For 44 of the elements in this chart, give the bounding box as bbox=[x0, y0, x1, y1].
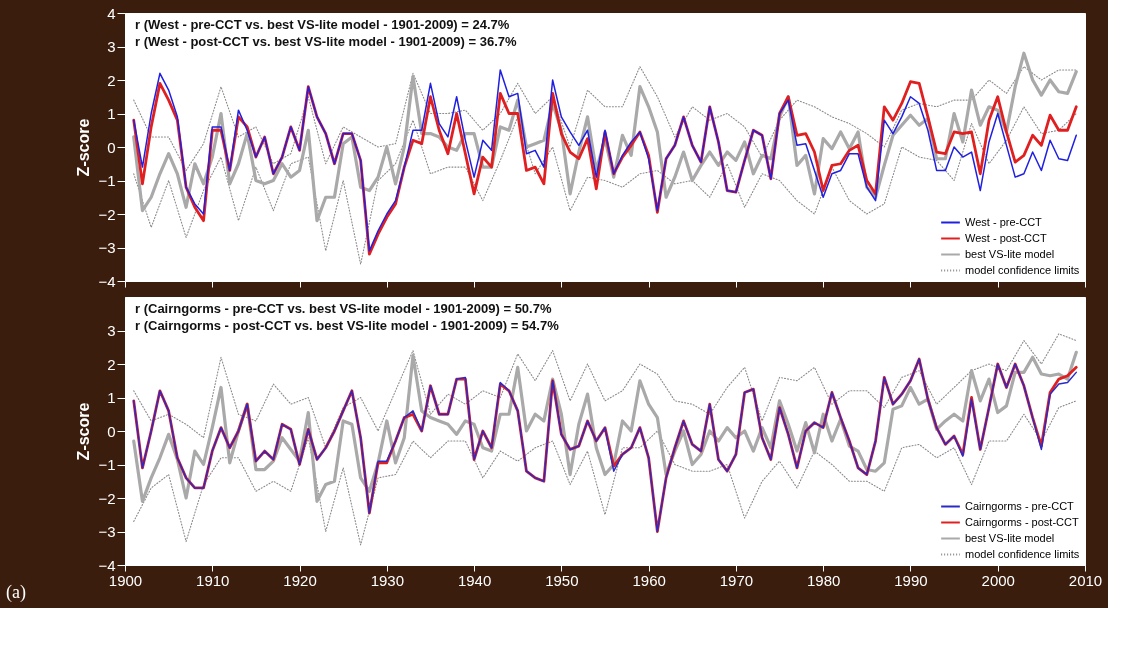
x-tick-label: 1970 bbox=[719, 571, 754, 589]
y-tick-label: 2 bbox=[107, 355, 116, 373]
annotation: r (Cairngorms - pre-CCT vs. best VS-lite model - 1901-2009) = 50.7% bbox=[135, 301, 552, 316]
legend-label: best VS-lite model bbox=[965, 247, 1055, 260]
x-tick-label: 1980 bbox=[806, 571, 841, 589]
legend-label: model confidence limits bbox=[965, 263, 1080, 276]
legend-label: Cairngorms - pre-CCT bbox=[965, 499, 1075, 512]
annotation: r (Cairngorms - post-CCT vs. best VS-lite model - 1901-2009) = 54.7% bbox=[135, 318, 560, 333]
y-tick-label: −2 bbox=[98, 489, 116, 507]
y-tick-label: 3 bbox=[107, 38, 116, 55]
x-tick-label: 1910 bbox=[196, 571, 230, 589]
x-tick-label: 1960 bbox=[632, 571, 666, 589]
legend-label: Cairngorms - post-CCT bbox=[965, 515, 1079, 528]
x-tick-label: 2000 bbox=[981, 571, 1015, 589]
x-tick-label: 1930 bbox=[370, 571, 405, 589]
x-tick-label: 1920 bbox=[283, 571, 317, 589]
y-tick-label: −2 bbox=[98, 205, 116, 223]
x-tick-label: 2010 bbox=[1068, 571, 1103, 589]
y-tick-label: 0 bbox=[107, 422, 116, 440]
y-tick-label: −3 bbox=[98, 239, 116, 256]
y-tick-label: −4 bbox=[98, 272, 116, 290]
y-tick-label: −1 bbox=[98, 456, 116, 473]
text: (a) bbox=[5, 582, 26, 603]
annotation: r (West - pre-CCT vs. best VS-lite model - 1901-2009) = 24.7% bbox=[135, 17, 510, 32]
y-axis-title: Z-score bbox=[75, 118, 93, 177]
x-tick-label: 1950 bbox=[545, 571, 579, 589]
y-tick-label: 2 bbox=[107, 71, 116, 89]
legend-label: West - pre-CCT bbox=[965, 215, 1043, 228]
y-tick-label: 1 bbox=[107, 389, 116, 406]
annotation: r (West - post-CCT vs. best VS-lite model - 1901-2009) = 36.7% bbox=[135, 34, 518, 49]
y-tick-label: 0 bbox=[107, 138, 116, 156]
x-tick-label: 1900 bbox=[108, 571, 143, 589]
legend-label: model confidence limits bbox=[965, 547, 1080, 560]
y-axis-title: Z-score bbox=[75, 402, 93, 461]
y-tick-label: 4 bbox=[107, 4, 116, 22]
legend-label: West - post-CCT bbox=[965, 231, 1047, 244]
y-tick-label: −3 bbox=[98, 523, 116, 540]
x-tick-label: 1990 bbox=[894, 571, 928, 589]
x-tick-label: 1940 bbox=[457, 571, 492, 589]
y-tick-label: −1 bbox=[98, 172, 116, 189]
y-tick-label: 3 bbox=[107, 322, 116, 339]
legend-label: best VS-lite model bbox=[965, 531, 1055, 544]
y-tick-label: 1 bbox=[107, 105, 116, 122]
y-tick-label: −4 bbox=[98, 556, 116, 574]
